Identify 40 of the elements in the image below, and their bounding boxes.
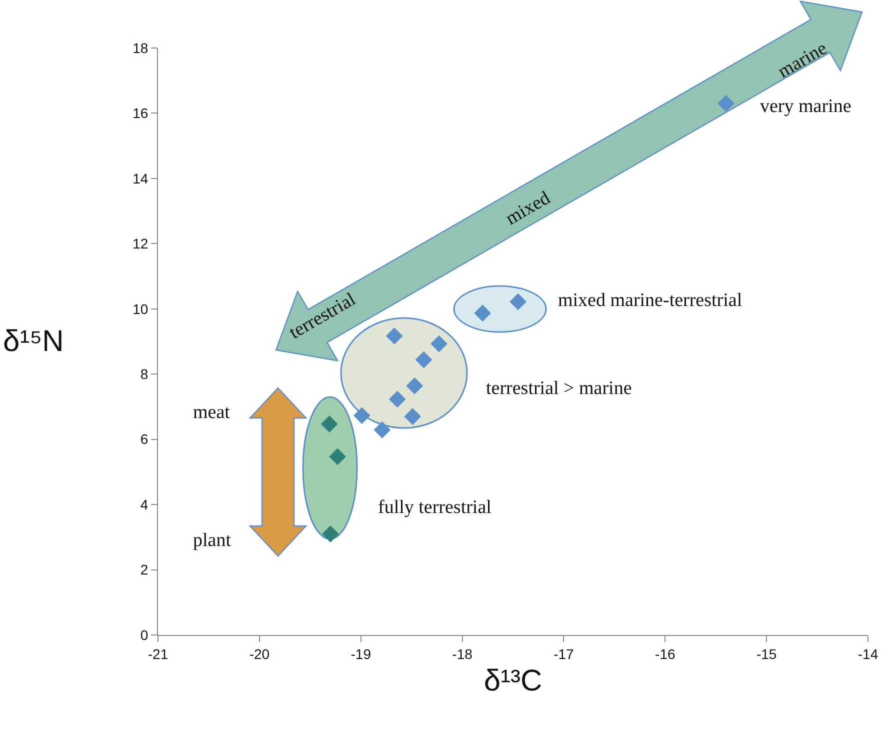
x-tick-label: -19	[350, 646, 372, 662]
y-axis-title: δ¹⁵N	[3, 325, 64, 358]
point	[386, 328, 403, 344]
annotation: meat	[193, 402, 231, 423]
point	[388, 390, 406, 408]
x-tick-label: -15	[756, 646, 777, 662]
point	[510, 293, 527, 310]
point	[415, 351, 432, 368]
point	[406, 377, 424, 394]
point	[430, 335, 448, 352]
x-tick-label: -21	[148, 646, 168, 662]
y-tick-label: 18	[132, 40, 148, 56]
annotation: mixed marine-terrestrial	[558, 290, 742, 311]
y-tick-label: 14	[132, 170, 148, 186]
point	[329, 448, 346, 466]
y-tick-label: 10	[132, 300, 148, 317]
point	[404, 408, 422, 425]
y-tick-label: 6	[140, 431, 148, 448]
annotation: very marine	[760, 96, 852, 117]
x-tick-label: -18	[452, 646, 473, 662]
y-tick-label: 0	[140, 626, 148, 643]
x-tick-label: -17	[554, 646, 574, 662]
y-tick-label: 2	[140, 562, 148, 578]
x-axis-title: δ¹³C	[484, 664, 542, 698]
point	[718, 94, 734, 112]
point	[322, 525, 339, 542]
x-tick-label: -20	[249, 646, 270, 662]
annotation: terrestrial > marine	[486, 378, 632, 399]
x-tick-label: -16	[655, 646, 676, 662]
y-tick-label: 8	[140, 366, 148, 382]
point	[353, 407, 370, 424]
point	[474, 304, 492, 322]
y-tick-label: 4	[140, 496, 148, 512]
point	[320, 416, 338, 432]
y-tick-label: 12	[132, 236, 148, 252]
annotation: plant	[193, 530, 232, 551]
point	[374, 421, 391, 438]
y-tick-label: 16	[132, 105, 148, 122]
annotation: fully terrestrial	[378, 497, 492, 518]
x-tick-label: -14	[858, 646, 878, 662]
